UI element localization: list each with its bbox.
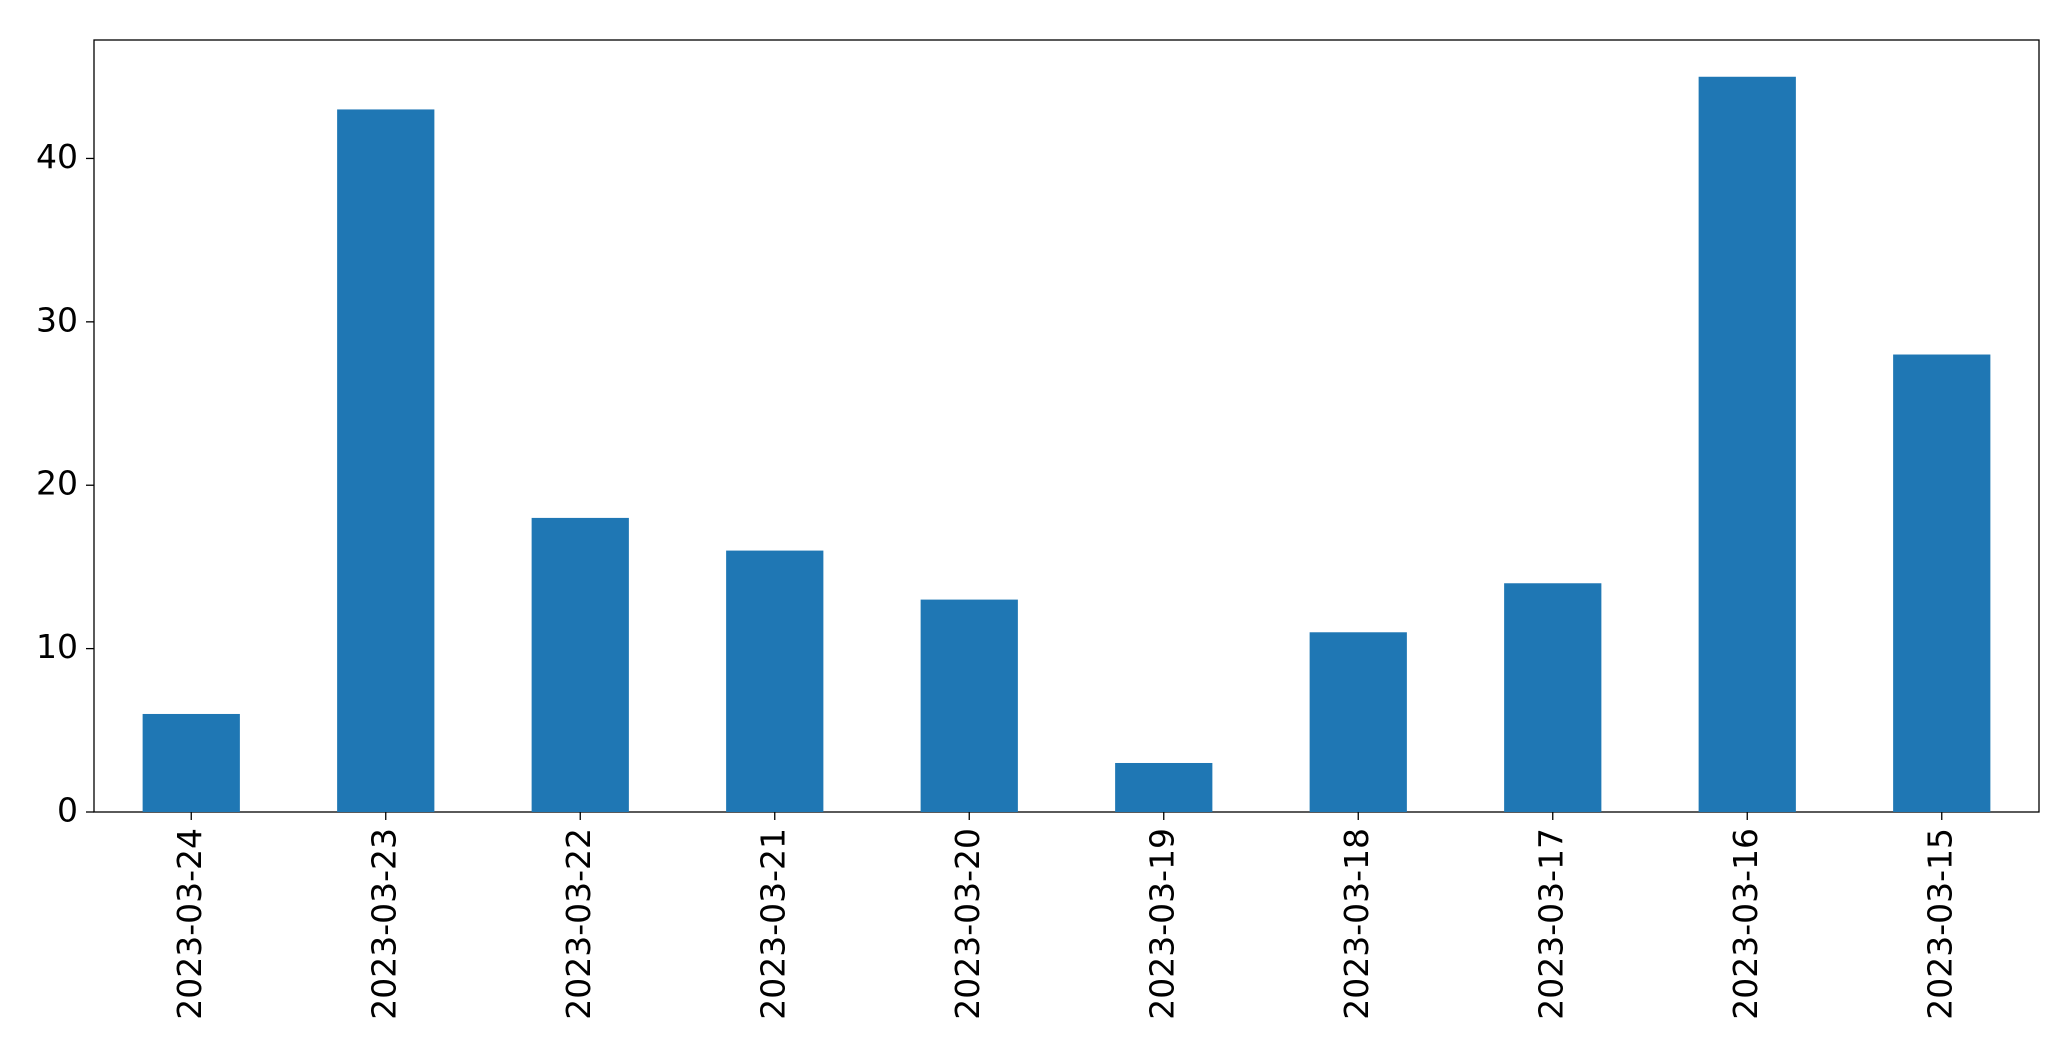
- y-tick-label: 20: [36, 464, 78, 503]
- bar: [1309, 632, 1407, 812]
- x-tick-label: 2023-03-15: [1920, 828, 1959, 1020]
- bar: [1893, 354, 1991, 812]
- x-tick-label: 2023-03-17: [1531, 828, 1570, 1020]
- x-tick-label: 2023-03-20: [948, 828, 987, 1020]
- bar: [142, 713, 240, 812]
- y-tick-label: 40: [36, 137, 78, 176]
- bar: [726, 550, 824, 812]
- plot-frame: [93, 39, 2040, 813]
- x-tick-label: 2023-03-22: [559, 828, 598, 1020]
- bar: [1698, 76, 1796, 812]
- x-tick-label: 2023-03-16: [1726, 828, 1765, 1020]
- bar: [1115, 762, 1213, 812]
- x-tick-label: 2023-03-21: [753, 828, 792, 1020]
- bar: [337, 109, 435, 813]
- y-tick-label: 0: [57, 791, 78, 830]
- bar: [1504, 583, 1602, 812]
- y-tick-label: 10: [36, 627, 78, 666]
- x-tick-label: 2023-03-19: [1142, 828, 1181, 1020]
- x-tick-label: 2023-03-24: [170, 828, 209, 1020]
- bar: [920, 599, 1018, 812]
- bar: [531, 517, 629, 812]
- x-tick-label: 2023-03-23: [364, 828, 403, 1020]
- x-tick-label: 2023-03-18: [1337, 828, 1376, 1020]
- y-tick-label: 30: [36, 300, 78, 339]
